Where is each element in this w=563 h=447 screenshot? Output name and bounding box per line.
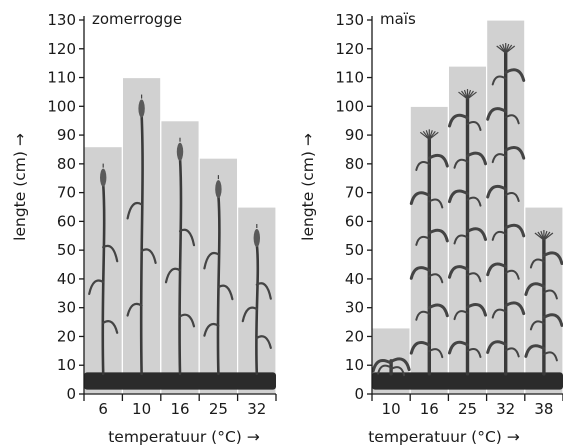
maize-plant-icon xyxy=(371,357,411,377)
maize-plant-icon xyxy=(409,129,449,376)
y-tick-label: 110 xyxy=(335,69,364,87)
y-tick-label: 120 xyxy=(335,40,364,58)
x-tick-label: 10 xyxy=(382,400,401,418)
y-tick-label: 20 xyxy=(57,327,76,345)
maize-plant-icon xyxy=(524,230,563,376)
rye-plant-icon xyxy=(241,224,272,376)
y-tick-label: 90 xyxy=(57,126,76,144)
y-tick-label: 0 xyxy=(354,385,364,403)
y-tick-label: 130 xyxy=(335,11,364,29)
rye-plant-icon xyxy=(203,175,234,376)
y-tick-label: 30 xyxy=(345,299,364,317)
maize-plant-icon xyxy=(486,43,526,376)
chart-zomerrogge: 0 10 20 30 40 50 60 70 80 90 100 110 120 130 6 10 16 25 32… xyxy=(11,10,277,446)
x-tick-label: 25 xyxy=(458,400,477,418)
y-tick-label: 70 xyxy=(345,184,364,202)
x-tick-label: 10 xyxy=(132,400,151,418)
chart-title: zomerrogge xyxy=(92,10,182,28)
y-tick-label: 80 xyxy=(57,155,76,173)
y-tick-label: 90 xyxy=(345,126,364,144)
y-tick-label: 130 xyxy=(47,11,76,29)
chart-mais: 0 10 20 30 40 50 60 70 80 90 100 110 120 130 10 16 25 32 3… xyxy=(299,10,563,446)
y-tick-label: 40 xyxy=(57,270,76,288)
y-tick-label: 100 xyxy=(47,97,76,115)
y-tick-label: 50 xyxy=(345,241,364,259)
y-tick-label: 0 xyxy=(66,385,76,403)
rye-plant-icon xyxy=(164,137,196,376)
y-tick-label: 60 xyxy=(345,212,364,230)
y-tick-label: 10 xyxy=(57,356,76,374)
x-tick-label: 16 xyxy=(170,400,189,418)
y-tick-label: 40 xyxy=(345,270,364,288)
y-tick-label: 60 xyxy=(57,212,76,230)
y-tick-label: 110 xyxy=(47,69,76,87)
chart-title: maïs xyxy=(380,10,416,28)
x-tick-label: 16 xyxy=(420,400,439,418)
y-tick-label: 50 xyxy=(57,241,76,259)
y-tick-label: 30 xyxy=(57,299,76,317)
maize-plant-icon xyxy=(448,89,487,376)
y-tick-label: 80 xyxy=(345,155,364,173)
x-axis-title: temperatuur (°C) → xyxy=(368,428,520,446)
y-tick-label: 10 xyxy=(345,356,364,374)
y-tick-label: 70 xyxy=(57,184,76,202)
x-tick-label: 32 xyxy=(247,400,266,418)
soil-strip xyxy=(372,372,563,390)
x-tick-label: 25 xyxy=(209,400,228,418)
y-tick-label: 20 xyxy=(345,327,364,345)
x-tick-label: 32 xyxy=(496,400,515,418)
rye-plant-icon xyxy=(88,163,119,376)
x-tick-label: 6 xyxy=(98,400,108,418)
rye-plant-icon xyxy=(126,94,157,376)
soil-strip xyxy=(84,372,276,390)
y-tick-label: 100 xyxy=(335,97,364,115)
x-axis-title: temperatuur (°C) → xyxy=(108,428,260,446)
y-axis-title: lengte (cm) → xyxy=(299,133,317,241)
y-tick-label: 120 xyxy=(47,40,76,58)
y-axis-title: lengte (cm) → xyxy=(11,133,29,241)
x-tick-label: 38 xyxy=(534,400,553,418)
